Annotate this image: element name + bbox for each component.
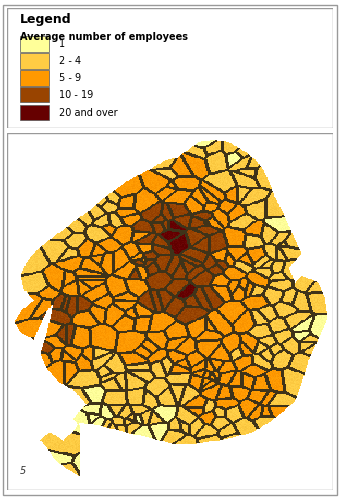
Text: 5 - 9: 5 - 9 xyxy=(59,72,81,83)
Bar xyxy=(20,36,49,52)
Bar xyxy=(20,86,49,102)
Text: 5: 5 xyxy=(20,466,26,475)
Text: 20 and over: 20 and over xyxy=(59,108,118,118)
Text: Legend: Legend xyxy=(20,14,71,26)
Bar xyxy=(20,53,49,68)
Text: 10 - 19: 10 - 19 xyxy=(59,90,93,100)
Text: Average number of employees: Average number of employees xyxy=(20,32,188,42)
Bar xyxy=(20,104,49,120)
Text: 1: 1 xyxy=(59,39,65,49)
Bar xyxy=(20,70,49,86)
Text: 2 - 4: 2 - 4 xyxy=(59,56,81,66)
